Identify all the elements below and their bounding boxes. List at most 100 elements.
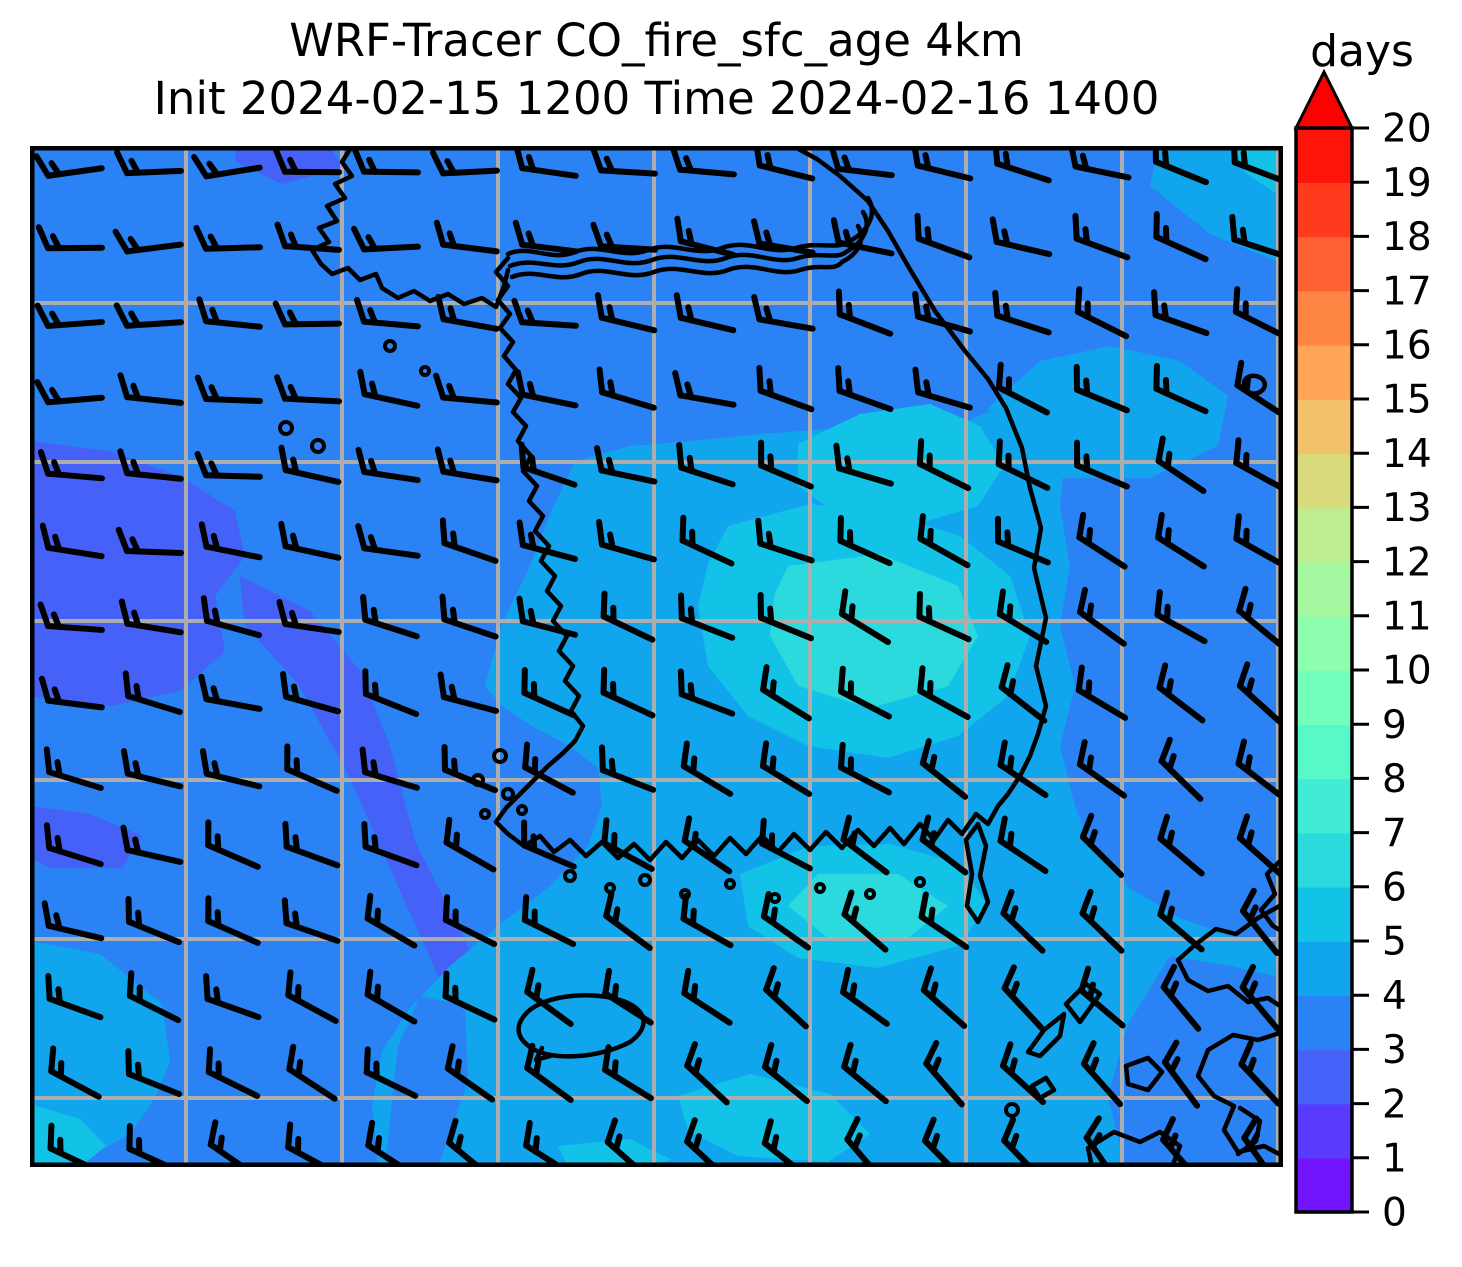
wind-barb: [194, 451, 263, 480]
wind-barb: [524, 966, 574, 1028]
wind-barb-full-tick: [361, 820, 369, 850]
wind-barb-half-tick: [370, 606, 379, 627]
wind-barb-full-tick: [113, 302, 131, 329]
wind-barb-full-tick: [511, 297, 526, 326]
wind-barb: [762, 1042, 810, 1104]
wind-barb-half-tick: [692, 1057, 703, 1077]
wind-barb: [590, 146, 658, 177]
wind-barb: [1157, 889, 1205, 953]
wind-barb-half-tick: [52, 533, 63, 553]
wind-barb-full-tick: [286, 1043, 297, 1073]
wind-barb-full-tick: [1233, 437, 1242, 467]
wind-barb-full-tick: [1000, 888, 1015, 917]
wind-barb: [364, 892, 418, 949]
wind-barb: [365, 1119, 417, 1167]
nk-border-line: [790, 146, 991, 382]
wind-barb: [200, 595, 263, 639]
wind-barb-full-tick: [126, 1123, 133, 1152]
colorbar-tick-label: 17: [1382, 269, 1432, 314]
wind-barb: [521, 894, 577, 948]
wind-barb-half-tick: [610, 831, 618, 852]
wind-barb-half-tick: [1002, 150, 1011, 171]
wind-barb: [120, 748, 184, 790]
wind-barb-half-tick: [525, 154, 537, 173]
wind-barb: [442, 894, 498, 948]
wind-barb-half-tick: [286, 309, 300, 328]
wind-barb-full-tick: [992, 146, 1001, 167]
wind-barb: [922, 1116, 966, 1167]
wind-barb: [435, 293, 500, 332]
wind-barb-half-tick: [611, 1059, 619, 1079]
wind-barb-full-tick: [590, 146, 605, 174]
wind-barb-half-tick: [690, 907, 697, 928]
wind-barb-full-tick: [199, 748, 210, 777]
wind-barb: [759, 740, 813, 797]
wind-barb: [272, 300, 342, 328]
wind-barb-half-tick: [446, 230, 458, 250]
colorbar-segment-11: [1296, 561, 1352, 617]
wind-barb-half-tick: [767, 453, 775, 473]
wind-barb: [280, 671, 341, 715]
wind-barb: [828, 146, 895, 179]
wind-barb-full-tick: [989, 216, 1000, 245]
wind-barb-half-tick: [292, 910, 300, 930]
wind-barb: [126, 1123, 182, 1167]
wind-barb: [596, 518, 657, 563]
wind-barb: [1241, 1115, 1279, 1167]
wind-barb-full-tick: [198, 673, 210, 703]
islet: [864, 888, 876, 900]
wind-barb: [1160, 1116, 1202, 1167]
wind-barb-half-tick: [610, 604, 617, 625]
wind-barb-full-tick: [122, 670, 132, 700]
wind-barb-full-tick: [680, 740, 690, 770]
wind-barb-half-tick: [1089, 1132, 1103, 1150]
wind-barb-half-tick: [928, 830, 937, 850]
wind-barb: [361, 820, 420, 869]
colorbar-tick-label: 4: [1382, 974, 1407, 1019]
wind-barb: [278, 444, 342, 485]
wind-barb-full-tick: [681, 967, 692, 997]
wind-barb-full-tick: [1153, 211, 1160, 240]
wind-barb-full-tick: [1232, 286, 1241, 315]
wind-barb-half-tick: [1082, 226, 1090, 246]
wind-barb-full-tick: [996, 588, 1006, 618]
geoje-island: [963, 821, 991, 925]
wind-barb: [353, 296, 421, 330]
wind-barb-full-tick: [759, 817, 767, 847]
colorbar-tick-label: 7: [1382, 811, 1407, 856]
wind-barb-full-tick: [516, 519, 526, 549]
wind-barb: [1151, 289, 1210, 337]
wind-barb-half-tick: [845, 301, 854, 322]
wind-barb-half-tick: [208, 460, 221, 479]
wind-barb-full-tick: [996, 361, 1004, 391]
wind-barb-full-tick: [518, 441, 527, 471]
wind-barb: [1155, 435, 1207, 495]
wind-barb: [1074, 286, 1130, 340]
wind-barb-full-tick: [1155, 512, 1165, 541]
wind-barb: [760, 664, 812, 722]
wind-barb: [114, 149, 184, 177]
wind-barb-half-tick: [687, 681, 696, 702]
wind-barb-half-tick: [293, 757, 301, 777]
wind-barb: [916, 590, 972, 643]
wind-barb-full-tick: [751, 218, 763, 247]
wind-barb: [1233, 437, 1283, 492]
wind-barb: [681, 967, 733, 1026]
wind-barb-full-tick: [364, 968, 374, 998]
wind-barb: [363, 1046, 419, 1099]
colorbar-tick-label: 1: [1382, 1136, 1407, 1181]
wind-barb-full-tick: [353, 296, 368, 325]
wind-barb: [522, 741, 576, 796]
wind-barb: [674, 215, 737, 258]
colorbar-tick-label: 20: [1382, 107, 1432, 152]
wind-barb-half-tick: [769, 755, 777, 775]
wind-barb-half-tick: [847, 756, 854, 776]
wind-barb-full-tick: [34, 302, 52, 329]
wind-barb-full-tick: [120, 748, 131, 777]
wind-barb: [48, 1045, 102, 1100]
wind-barb-full-tick: [756, 364, 764, 394]
wind-barb-half-tick: [533, 982, 542, 1002]
wind-barb-full-tick: [1154, 589, 1163, 618]
wind-barb-half-tick: [612, 906, 621, 926]
wind-barb: [840, 966, 890, 1027]
